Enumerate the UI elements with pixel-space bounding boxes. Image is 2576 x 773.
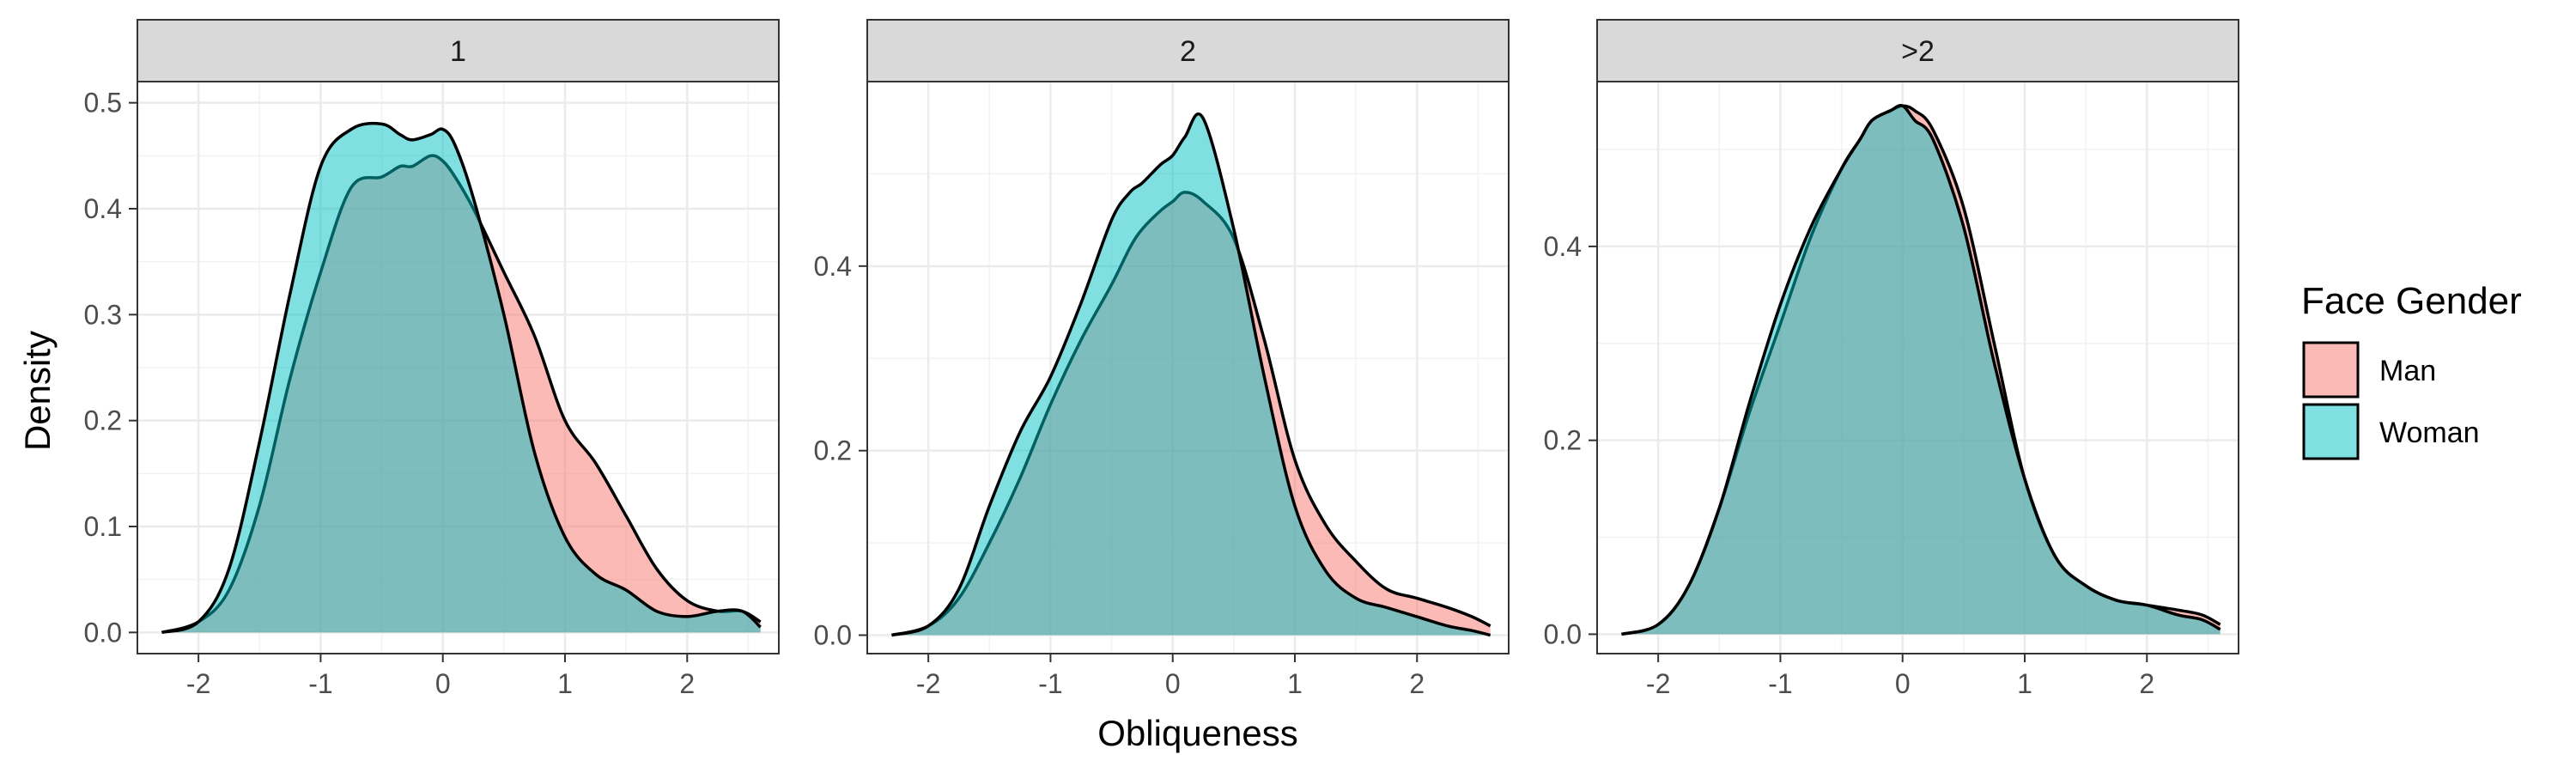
y-tick-label: 0.2 <box>1544 425 1582 456</box>
y-tick-label: 0.1 <box>84 511 122 542</box>
facet-strip-label: >2 <box>1901 35 1935 68</box>
x-tick-label: -1 <box>1768 668 1792 699</box>
facet-strip <box>1596 19 2239 82</box>
y-axis-title: Density <box>17 331 58 451</box>
x-tick-label: -2 <box>916 668 940 699</box>
y-tick-label: 0.4 <box>814 251 852 282</box>
density-area-woman <box>1621 105 2221 635</box>
legend-label-man: Man <box>2379 355 2436 387</box>
y-tick-label: 0.3 <box>84 299 122 330</box>
facet-strip <box>137 19 780 82</box>
density-outline-woman <box>1621 104 2221 636</box>
x-tick-label: 2 <box>679 668 695 699</box>
legend: Face Gender Man Woman <box>2301 280 2522 460</box>
facet-strip <box>866 19 1510 82</box>
x-tick-label: -2 <box>186 668 210 699</box>
x-tick-label: 2 <box>2139 668 2154 699</box>
x-tick-label: 0 <box>1895 668 1911 699</box>
density-outline-woman <box>891 113 1492 637</box>
x-tick-label: -2 <box>1646 668 1670 699</box>
x-tick-label: 0 <box>1165 668 1181 699</box>
x-tick-label: 1 <box>2017 668 2032 699</box>
facet-panel-2: 2 -2 -1 0 1 2 0.0 0.2 0.4 <box>814 19 1510 699</box>
y-tick-label: 0.2 <box>814 435 852 466</box>
x-tick-label: -1 <box>308 668 332 699</box>
facet-strip-label: 2 <box>1180 35 1196 68</box>
legend-key-man <box>2302 341 2360 399</box>
y-tick-label: 0.0 <box>84 617 122 648</box>
y-tick-label: 0.4 <box>1544 231 1582 262</box>
x-tick-label: 2 <box>1409 668 1425 699</box>
facet-panels: 1 -2 -1 0 1 2 0.0 0.1 0.2 0.3 0.4 0.5 2 -2 -1 0 1 2 0.0 0.2… <box>84 19 2239 699</box>
y-tick-label: 0.5 <box>84 88 122 119</box>
y-tick-label: 0.0 <box>814 620 852 651</box>
facet-panel-3: >2 -2 -1 0 1 2 0.0 0.2 0.4 <box>1544 19 2239 699</box>
facet-strip-label: 1 <box>450 35 466 68</box>
legend-title: Face Gender <box>2301 280 2522 322</box>
panel-border <box>866 81 1510 654</box>
x-tick-label: 1 <box>1287 668 1303 699</box>
density-area-woman <box>161 123 761 633</box>
x-tick-label: -1 <box>1038 668 1062 699</box>
density-area-woman <box>891 113 1491 636</box>
x-axis-title: Obliqueness <box>1097 713 1297 753</box>
panel-border <box>137 81 780 654</box>
legend-label-woman: Woman <box>2379 417 2480 449</box>
y-tick-label: 0.4 <box>84 193 122 224</box>
legend-key-woman <box>2302 403 2360 460</box>
panel-border <box>1596 81 2239 654</box>
x-tick-label: 1 <box>557 668 573 699</box>
y-tick-label: 0.2 <box>84 405 122 436</box>
facet-panel-1: 1 -2 -1 0 1 2 0.0 0.1 0.2 0.3 0.4 0.5 <box>84 19 780 699</box>
density-outline-woman <box>161 121 762 635</box>
x-tick-label: 0 <box>435 668 451 699</box>
y-tick-label: 0.0 <box>1544 618 1582 649</box>
